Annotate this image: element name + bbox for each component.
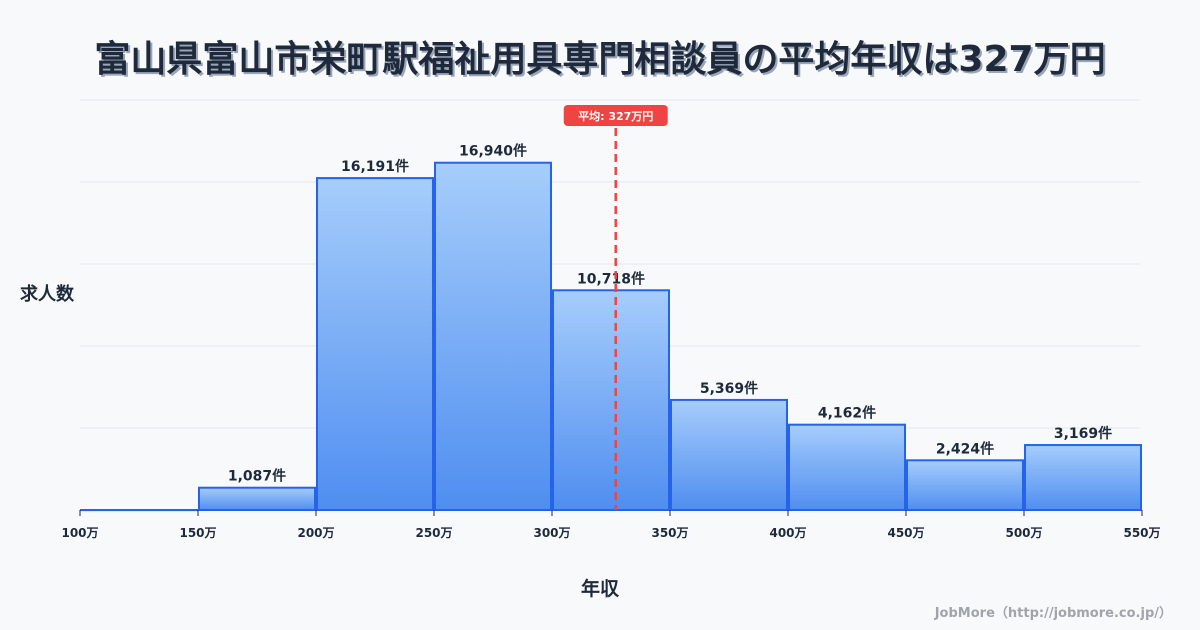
x-tick-label: 400万 bbox=[769, 526, 806, 540]
x-tick-label: 300万 bbox=[533, 526, 570, 540]
x-tick-label: 200万 bbox=[297, 526, 334, 540]
bar-value-label: 4,162件 bbox=[818, 405, 876, 422]
y-axis-label: 求人数 bbox=[20, 284, 74, 305]
bar-value-label: 16,191件 bbox=[341, 158, 409, 175]
histogram-bar: 2,424件 bbox=[906, 440, 1024, 512]
bar-value-label: 2,424件 bbox=[936, 440, 994, 457]
bar-value-label: 1,087件 bbox=[228, 468, 286, 485]
histogram-bar: 1,087件 bbox=[198, 468, 316, 511]
bar-value-label: 16,940件 bbox=[459, 143, 527, 160]
x-tick-label: 250万 bbox=[415, 526, 452, 540]
bar-value-label: 10,718件 bbox=[577, 270, 645, 287]
histogram-bar: 4,162件 bbox=[788, 405, 906, 511]
histogram-bar: 16,191件 bbox=[316, 158, 434, 511]
bar-value-label: 5,369件 bbox=[700, 380, 758, 397]
credit-text: JobMore（http://jobmore.co.jp/） bbox=[934, 606, 1172, 621]
bars: 1,087件 16,191件 16,940件 10,718件 5,369件 4,162件 2… bbox=[80, 143, 1142, 512]
x-tick-label: 100万 bbox=[61, 526, 98, 540]
x-axis-ticks: 100万 150万 200万 250万 300万 350万 400万 450万 500万 550万 bbox=[61, 510, 1161, 540]
histogram-bar: 3,169件 bbox=[1024, 425, 1142, 511]
histogram-bar: 5,369件 bbox=[670, 380, 788, 511]
x-tick-label: 150万 bbox=[179, 526, 216, 540]
x-tick-label: 450万 bbox=[887, 526, 924, 540]
average-badge-label: 平均: 327万円 bbox=[578, 109, 653, 123]
x-tick-label: 550万 bbox=[1123, 526, 1160, 540]
average-badge bbox=[563, 105, 668, 126]
x-tick-label: 500万 bbox=[1005, 526, 1042, 540]
histogram-bar: 10,718件 bbox=[552, 270, 670, 511]
average-marker: 平均: 327万円 bbox=[563, 105, 668, 510]
x-tick-label: 350万 bbox=[651, 526, 688, 540]
chart-title: 富山県富山市栄町駅福祉用具専門相談員の平均年収は327万円 bbox=[94, 39, 1106, 80]
x-axis-label: 年収 bbox=[580, 578, 619, 600]
bar-value-label: 3,169件 bbox=[1054, 425, 1112, 442]
histogram-bar: 16,940件 bbox=[434, 143, 552, 511]
